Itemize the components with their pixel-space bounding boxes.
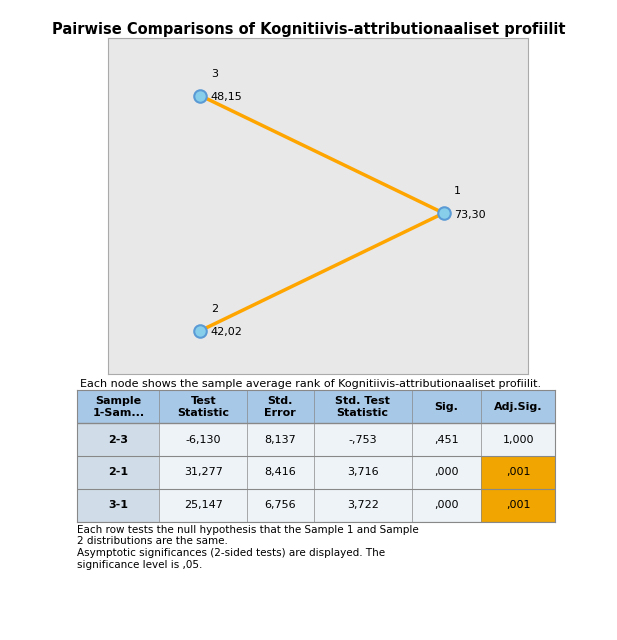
Text: 25,147: 25,147: [184, 500, 223, 510]
Text: Pairwise Comparisons of Kognitiivis-attributionaaliset profiilit: Pairwise Comparisons of Kognitiivis-attr…: [52, 22, 565, 37]
Bar: [159, 423, 555, 456]
Text: 1: 1: [454, 186, 461, 196]
Text: ,001: ,001: [506, 467, 531, 477]
Text: Sig.: Sig.: [434, 402, 458, 412]
Bar: [481, 456, 555, 489]
Text: 2-3: 2-3: [109, 435, 128, 445]
Text: Std.
Error: Std. Error: [265, 396, 296, 417]
Text: ,451: ,451: [434, 435, 458, 445]
Text: 73,30: 73,30: [454, 210, 486, 220]
Text: -6,130: -6,130: [186, 435, 221, 445]
Text: -,753: -,753: [349, 435, 377, 445]
Text: Test
Statistic: Test Statistic: [177, 396, 230, 417]
Text: Adj.Sig.: Adj.Sig.: [494, 402, 542, 412]
Text: ,000: ,000: [434, 467, 458, 477]
Text: Each node shows the sample average rank of Kognitiivis-attributionaaliset profii: Each node shows the sample average rank …: [80, 379, 541, 389]
Text: 48,15: 48,15: [211, 92, 242, 102]
Text: 1,000: 1,000: [502, 435, 534, 445]
Text: 42,02: 42,02: [211, 328, 242, 337]
Text: 3: 3: [211, 68, 218, 79]
Bar: [77, 390, 555, 423]
Text: 8,137: 8,137: [265, 435, 296, 445]
Text: 3-1: 3-1: [109, 500, 128, 510]
Text: 3,716: 3,716: [347, 467, 378, 477]
Text: 2: 2: [211, 304, 218, 314]
Text: Each row tests the null hypothesis that the Sample 1 and Sample
2 distributions : Each row tests the null hypothesis that …: [77, 525, 419, 570]
Bar: [481, 489, 555, 522]
Bar: [77, 456, 159, 489]
Text: 31,277: 31,277: [184, 467, 223, 477]
Bar: [77, 489, 159, 522]
Text: Std. Test
Statistic: Std. Test Statistic: [335, 396, 390, 417]
Bar: [159, 456, 555, 489]
Text: 2-1: 2-1: [108, 467, 128, 477]
Text: 6,756: 6,756: [265, 500, 296, 510]
Bar: [77, 423, 159, 456]
Text: Sample
1-Sam...: Sample 1-Sam...: [92, 396, 144, 417]
Text: ,001: ,001: [506, 500, 531, 510]
Text: 8,416: 8,416: [265, 467, 296, 477]
Bar: [159, 489, 555, 522]
Text: ,000: ,000: [434, 500, 458, 510]
Text: 3,722: 3,722: [347, 500, 379, 510]
